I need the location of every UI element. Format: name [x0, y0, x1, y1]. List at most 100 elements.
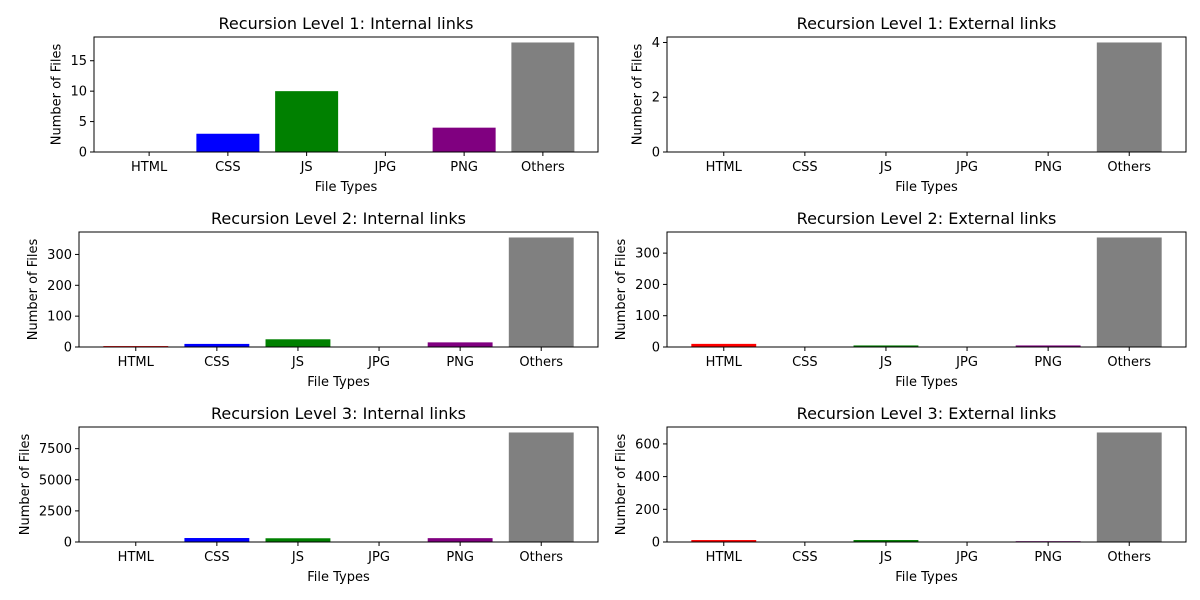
- x-tick-label: CSS: [792, 160, 818, 175]
- x-tick-label: JPG: [955, 355, 978, 370]
- x-axis-label: File Types: [315, 180, 378, 195]
- y-tick-label: 0: [64, 536, 72, 551]
- y-tick-label: 0: [652, 536, 660, 551]
- y-tick-label: 7500: [39, 442, 72, 457]
- y-tick-label: 200: [635, 503, 660, 518]
- x-tick-label: JS: [291, 550, 304, 565]
- y-tick-label: 4: [652, 36, 660, 51]
- chart-title: Recursion Level 2: External links: [797, 209, 1057, 228]
- x-axis-label: File Types: [895, 570, 958, 585]
- x-tick-label: PNG: [450, 160, 478, 175]
- x-axis-label: File Types: [307, 375, 370, 390]
- y-tick-label: 5: [79, 115, 87, 130]
- y-tick-label: 0: [79, 146, 87, 161]
- y-tick-label: 2: [652, 91, 660, 106]
- x-tick-label: CSS: [215, 160, 241, 175]
- y-tick-label: 100: [635, 309, 660, 324]
- y-tick-label: 100: [47, 310, 72, 325]
- bar-png: [427, 538, 493, 542]
- x-tick-label: CSS: [792, 355, 818, 370]
- bar-css: [184, 343, 250, 347]
- x-tick-label: Others: [1107, 355, 1151, 370]
- x-tick-label: Others: [519, 550, 563, 565]
- x-tick-label: PNG: [1034, 550, 1062, 565]
- axes-frame: [93, 36, 599, 153]
- bar-js: [265, 538, 331, 542]
- chart-panel-3: HTML CSS JS JPG PNG Others 0 100 200 300 Recursion…: [26, 209, 599, 390]
- x-tick-label: CSS: [792, 550, 818, 565]
- y-tick-label: 2500: [39, 504, 72, 519]
- x-axis-label: File Types: [307, 570, 370, 585]
- y-axis-label: Number of Files: [49, 44, 64, 146]
- y-tick-label: 600: [635, 437, 660, 452]
- bar-js: [853, 540, 919, 542]
- y-tick-label: 5000: [39, 473, 72, 488]
- x-tick-label: JS: [879, 160, 892, 175]
- bar-others: [508, 432, 574, 542]
- axes-frame: [666, 426, 1187, 543]
- y-tick-label: 0: [652, 146, 660, 161]
- x-tick-label: JPG: [955, 160, 978, 175]
- bar-html: [691, 540, 757, 542]
- x-tick-label: HTML: [706, 550, 743, 565]
- bar-png: [1015, 345, 1081, 347]
- chart-title: Recursion Level 3: External links: [797, 404, 1057, 423]
- y-tick-label: 10: [70, 85, 87, 100]
- y-tick-label: 200: [635, 278, 660, 293]
- axes-frame: [78, 426, 599, 543]
- x-axis-label: File Types: [895, 180, 958, 195]
- y-tick-label: 200: [47, 279, 72, 294]
- chart-panel-4: HTML CSS JS JPG PNG Others 0 100 200 300 Recursion…: [614, 209, 1187, 390]
- bar-js: [275, 91, 339, 152]
- chart-panel-6: HTML CSS JS JPG PNG Others 0 200 400 600 Recursion…: [614, 404, 1187, 585]
- y-tick-label: 300: [47, 248, 72, 263]
- x-tick-label: HTML: [706, 355, 743, 370]
- y-axis-label: Number of Files: [26, 239, 41, 341]
- bar-others: [511, 42, 575, 153]
- x-tick-label: JPG: [955, 550, 978, 565]
- x-tick-label: PNG: [446, 550, 474, 565]
- y-axis-label: Number of Files: [614, 434, 629, 536]
- x-tick-label: Others: [1107, 550, 1151, 565]
- y-tick-label: 0: [652, 341, 660, 356]
- chart-panel-2: HTML CSS JS JPG PNG Others 0 2 4 Recursion Level …: [631, 14, 1187, 195]
- y-axis-label: Number of Files: [18, 434, 33, 536]
- x-tick-label: HTML: [131, 160, 168, 175]
- axes-frame: [78, 231, 599, 348]
- x-axis-label: File Types: [895, 375, 958, 390]
- y-tick-label: 400: [635, 470, 660, 485]
- chart-title: Recursion Level 1: Internal links: [219, 14, 474, 33]
- bar-others: [1096, 432, 1162, 542]
- bar-css: [184, 538, 250, 542]
- chart-title: Recursion Level 3: Internal links: [211, 404, 466, 423]
- axes-frame: [666, 231, 1187, 348]
- x-tick-label: JPG: [367, 355, 390, 370]
- y-axis-label: Number of Files: [614, 239, 629, 341]
- x-tick-label: PNG: [446, 355, 474, 370]
- x-tick-label: HTML: [706, 160, 743, 175]
- bar-png: [427, 342, 493, 347]
- bar-css: [196, 133, 260, 152]
- y-axis-label: Number of Files: [631, 44, 646, 146]
- chart-title: Recursion Level 2: Internal links: [211, 209, 466, 228]
- chart-title: Recursion Level 1: External links: [797, 14, 1057, 33]
- x-tick-label: Others: [521, 160, 565, 175]
- bar-js: [265, 339, 331, 347]
- x-tick-label: JPG: [374, 160, 397, 175]
- axes-frame: [666, 36, 1187, 153]
- x-tick-label: PNG: [1034, 355, 1062, 370]
- y-tick-label: 300: [635, 247, 660, 262]
- bar-js: [853, 345, 919, 347]
- bar-html: [691, 343, 757, 347]
- x-tick-label: JS: [879, 550, 892, 565]
- bar-others: [1096, 237, 1162, 347]
- x-tick-label: JS: [300, 160, 313, 175]
- x-tick-label: Others: [519, 355, 563, 370]
- bar-png: [432, 127, 496, 152]
- x-tick-label: CSS: [204, 550, 230, 565]
- x-tick-label: PNG: [1034, 160, 1062, 175]
- x-tick-label: CSS: [204, 355, 230, 370]
- x-tick-label: JS: [291, 355, 304, 370]
- y-tick-label: 15: [70, 54, 87, 69]
